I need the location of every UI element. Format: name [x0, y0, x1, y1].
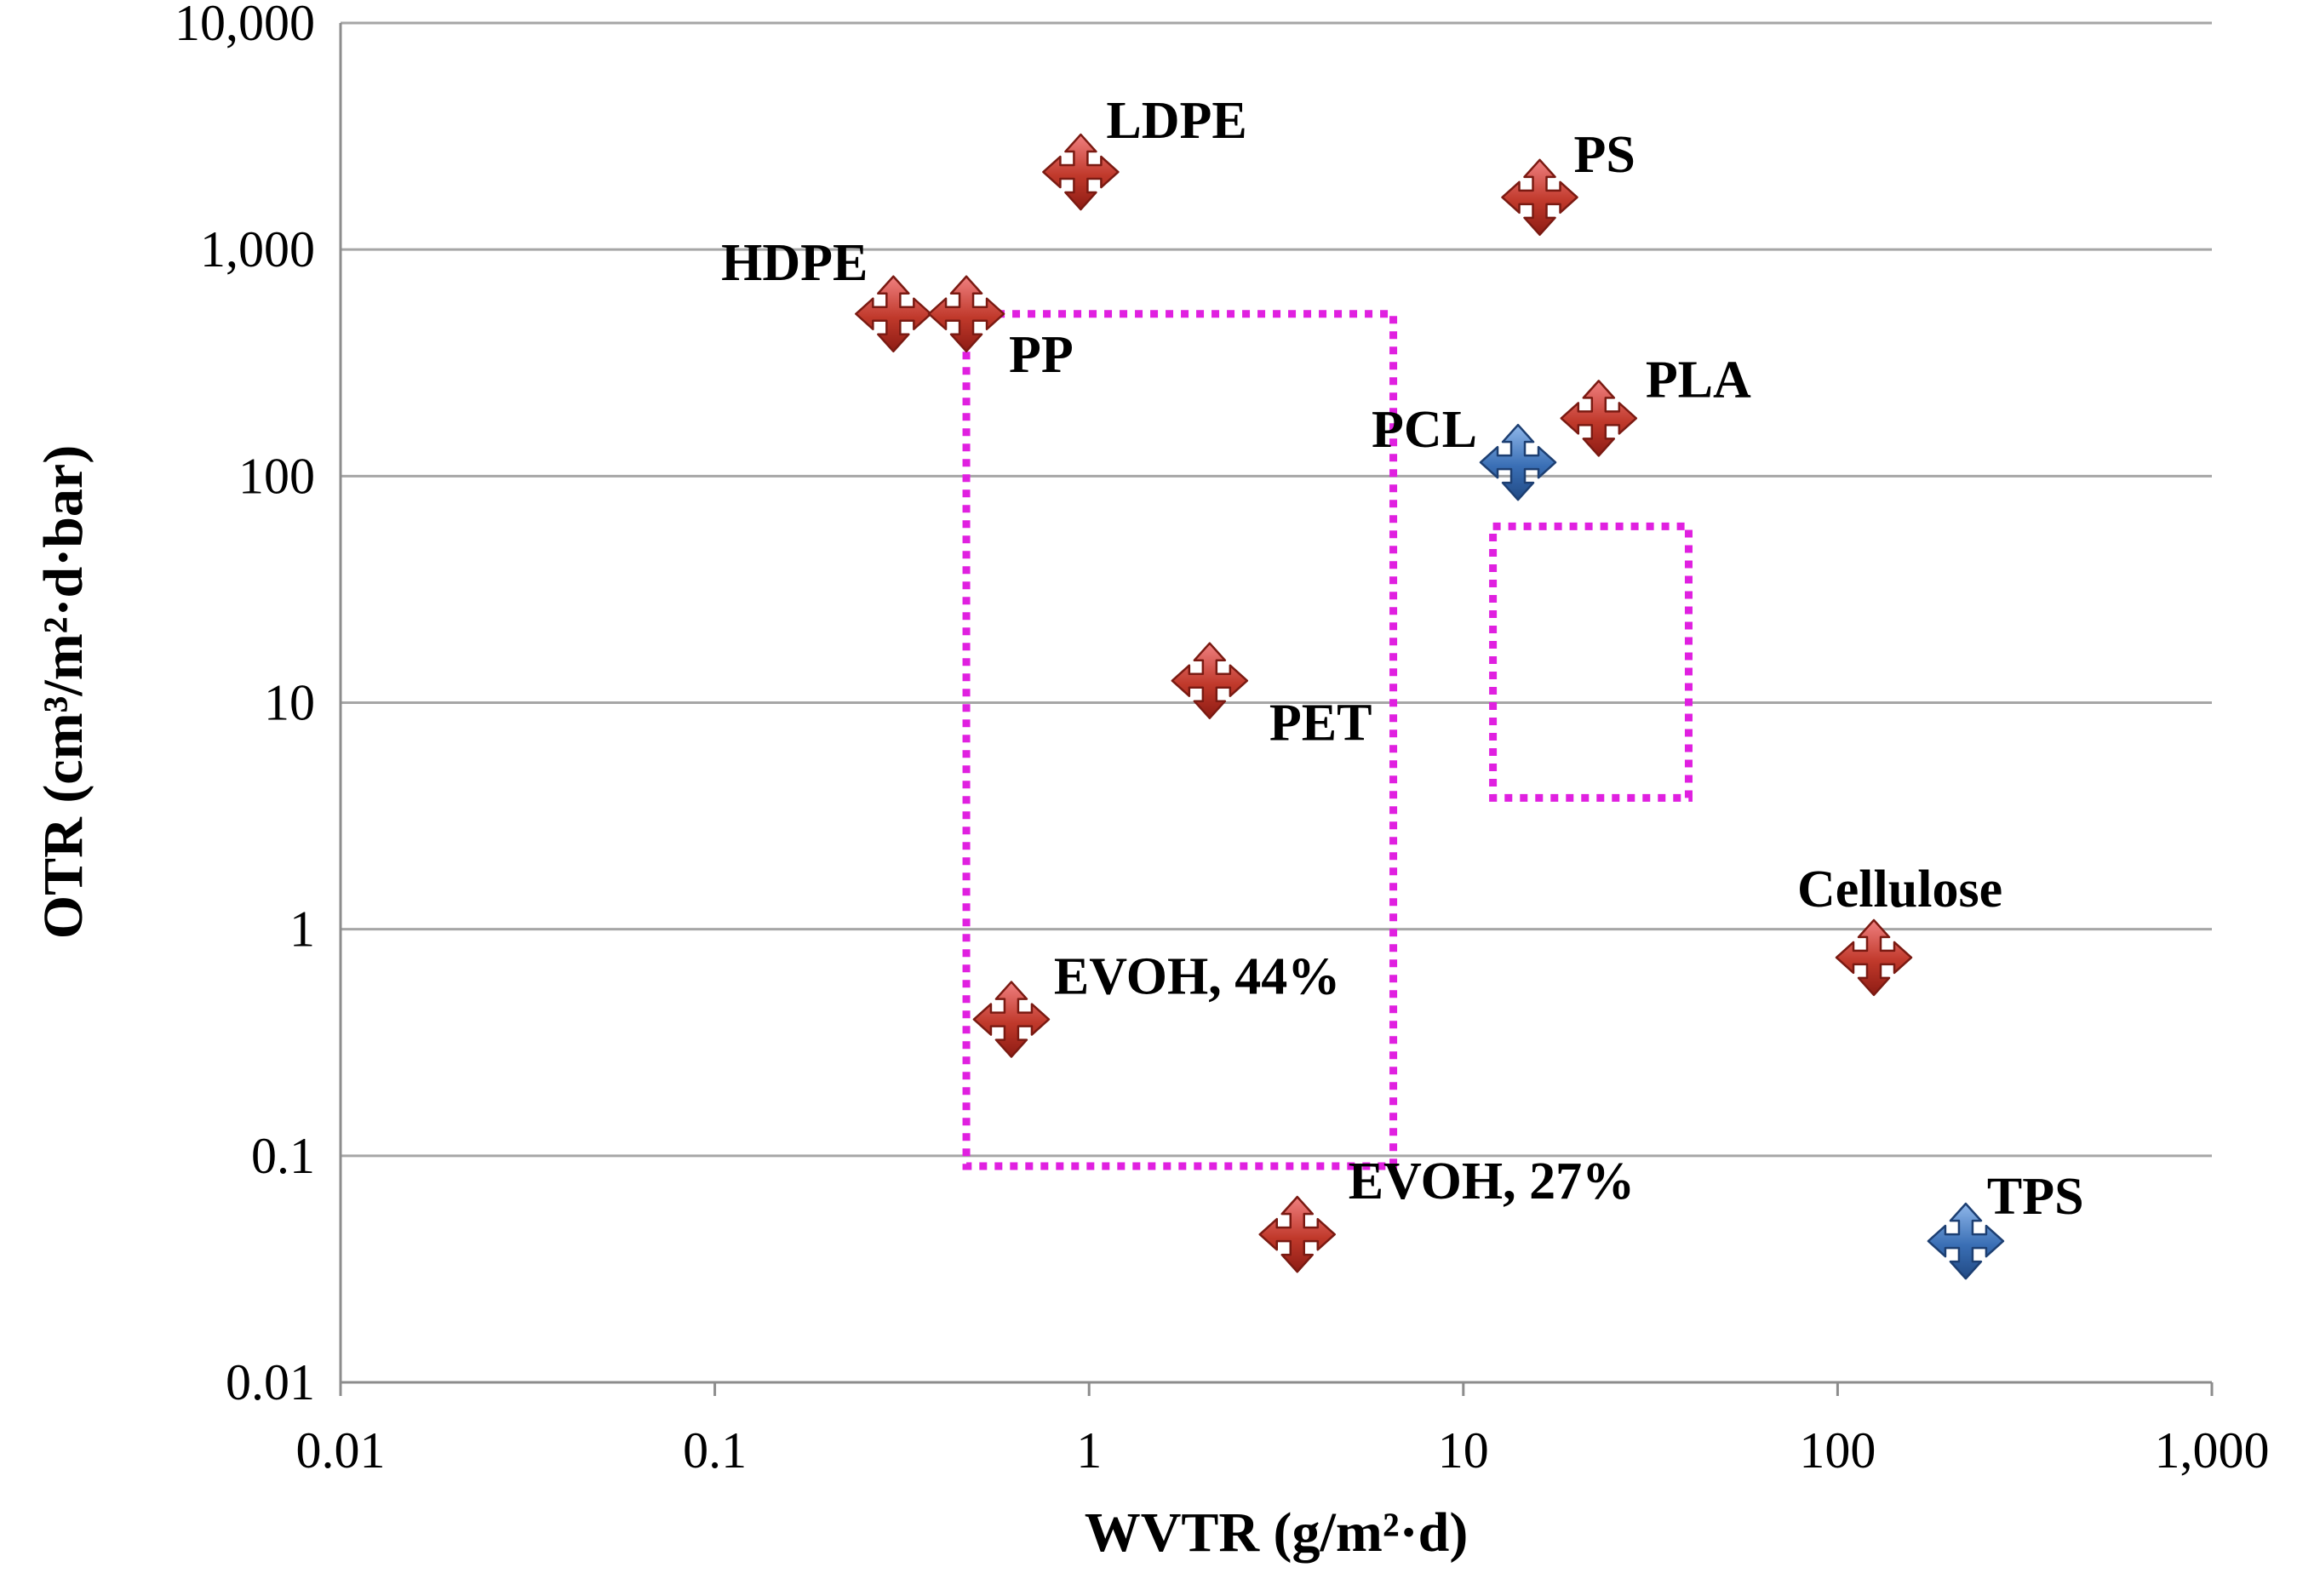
- point-marker-hdpe: [855, 275, 932, 353]
- y-tick-label: 100: [238, 448, 315, 504]
- x-tick-label: 1,000: [2155, 1422, 2270, 1479]
- x-tick-label: 10: [1438, 1422, 1489, 1479]
- point-marker-evoh-44: [972, 981, 1051, 1058]
- point-label-ldpe: LDPE: [1106, 92, 1246, 150]
- point-label-evoh-44: EVOH, 44%: [1054, 948, 1340, 1006]
- x-tick-label: 0.01: [296, 1422, 386, 1479]
- point-marker-ldpe: [1042, 133, 1120, 211]
- point-label-cellulose: Cellulose: [1797, 861, 2002, 918]
- x-axis-title: WVTR (g/m²·d): [1085, 1502, 1469, 1564]
- point-marker-evoh-27: [1258, 1195, 1337, 1273]
- x-tick-label: 0.1: [683, 1422, 747, 1479]
- y-tick-label: 10,000: [175, 0, 315, 51]
- point-label-pet: PET: [1269, 695, 1372, 752]
- data-points: [855, 133, 2005, 1280]
- y-tick-label: 1,000: [200, 221, 315, 277]
- point-label-pp: PP: [1009, 326, 1074, 384]
- point-marker-cellulose: [1835, 918, 1913, 997]
- point-labels: HDPE PP LDPE PS PLA PCL PET EVOH, 44% EVOH, 27% C…: [721, 92, 2084, 1226]
- point-label-evoh-27: EVOH, 27%: [1349, 1153, 1635, 1210]
- target-regions: [962, 310, 1693, 1170]
- point-label-pcl: PCL: [1372, 401, 1477, 459]
- y-tick-label: 0.1: [251, 1128, 315, 1184]
- target-region-right: [1489, 522, 1693, 802]
- point-marker-pet: [1171, 642, 1249, 719]
- point-label-tps: TPS: [1987, 1168, 2084, 1226]
- gridlines: [341, 21, 2212, 1384]
- x-tick-label: 1: [1076, 1422, 1102, 1479]
- point-marker-tps: [1927, 1202, 2005, 1280]
- x-tick-label: 100: [1799, 1422, 1876, 1479]
- point-label-ps: PS: [1574, 126, 1635, 184]
- point-label-pla: PLA: [1646, 351, 1751, 409]
- target-region-left: [962, 310, 1398, 1170]
- y-tick-label: 0.01: [226, 1354, 315, 1410]
- point-marker-ps: [1501, 158, 1578, 237]
- y-axis-title: OTR (cm³/m²·d·bar): [32, 445, 95, 939]
- y-tick-label: 10: [264, 675, 315, 731]
- y-tick-label: 1: [289, 901, 315, 958]
- point-marker-pcl: [1479, 423, 1557, 501]
- point-label-hdpe: HDPE: [721, 234, 868, 292]
- point-marker-pp: [927, 275, 1005, 353]
- point-marker-pla: [1560, 380, 1638, 457]
- axes: 0.01 0.1 1 10 100 1,000 10,000 0.01 0.1 1 10 100 1,0…: [175, 0, 2270, 1479]
